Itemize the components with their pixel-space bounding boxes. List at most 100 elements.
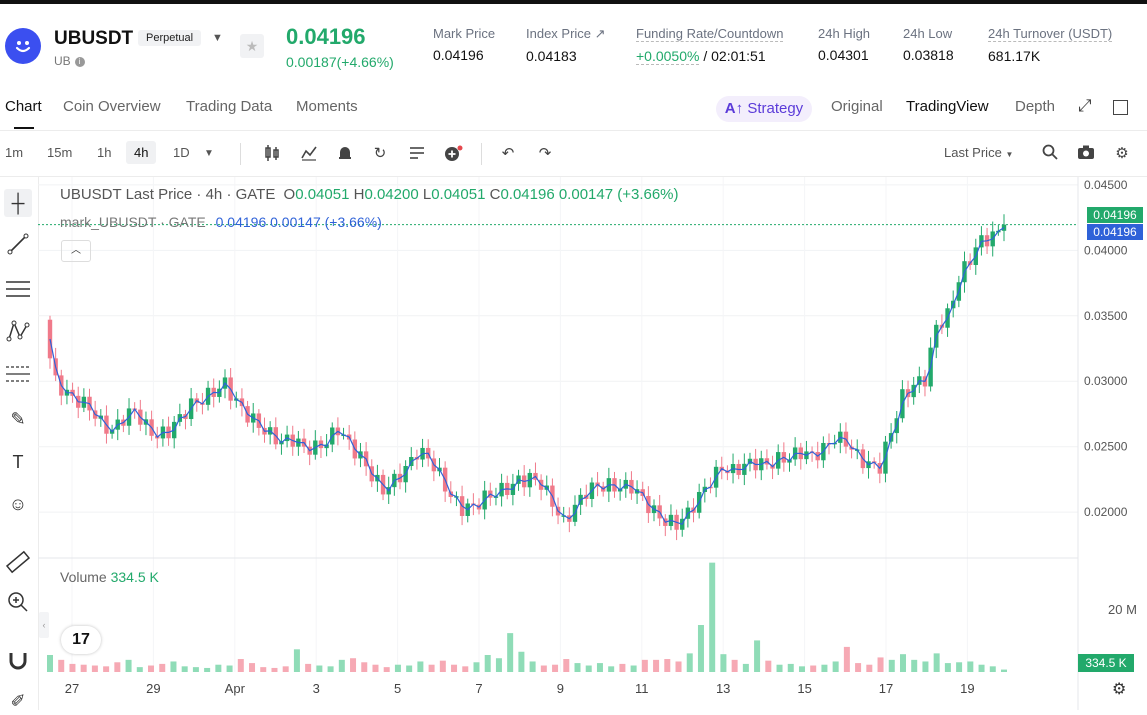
tradingview-logo[interactable]: 17: [61, 626, 101, 654]
volume-bar: [585, 665, 592, 672]
indicators-icon[interactable]: [299, 144, 319, 164]
volume-bar: [529, 661, 536, 672]
volume-bar: [383, 667, 390, 672]
price-chart[interactable]: 0.04500 0.04000 0.03500 0.03000 0.02500 0.020…: [38, 177, 1147, 710]
favorite-star-icon[interactable]: ★: [240, 34, 264, 58]
tab-coin-overview[interactable]: Coin Overview: [63, 98, 161, 115]
volume-bar: [866, 664, 873, 672]
strategy-icon: A↑: [724, 100, 744, 117]
contract-type-badge: Perpetual: [138, 30, 202, 46]
volume-bar: [80, 664, 87, 672]
volume-bar: [664, 659, 671, 672]
axis-settings-icon[interactable]: ⚙: [1112, 679, 1126, 698]
collapse-panel-handle[interactable]: ‹: [39, 612, 49, 638]
chart-tabs: Chart Coin Overview Trading Data Moments…: [0, 84, 1147, 131]
expand-icon[interactable]: ⤢: [1078, 96, 1092, 115]
drawing-toolbar: ┼ ✎ T ☺ ✐: [0, 177, 39, 711]
replay-icon[interactable]: ↻: [373, 145, 387, 162]
camera-icon[interactable]: [1076, 144, 1096, 164]
market-header: UBUSDT Perpetual ▼ UB i ★ 0.04196 0.00187…: [0, 4, 1147, 82]
tab-moments[interactable]: Moments: [296, 98, 358, 115]
y-tick-label: 0.02500: [1084, 440, 1128, 454]
fullscreen-icon[interactable]: [1113, 100, 1128, 115]
templates-icon[interactable]: [407, 144, 427, 164]
pattern-icon[interactable]: [4, 319, 32, 347]
emoji-icon[interactable]: ☺: [8, 494, 28, 514]
y-tick-label: 0.02000: [1084, 505, 1128, 519]
last-price-label: 0.04196: [1087, 206, 1143, 223]
volume-bar: [765, 660, 772, 672]
timeframe-1h[interactable]: 1h: [97, 145, 112, 160]
collapse-legend-button[interactable]: ︿: [61, 240, 91, 262]
volume-bar: [563, 659, 570, 672]
y-tick-label: 0.03000: [1084, 374, 1128, 388]
price-mode-select[interactable]: Last Price ▼: [944, 145, 1013, 160]
x-tick-label: 29: [146, 681, 160, 696]
brush-icon[interactable]: ✎: [10, 409, 26, 429]
volume-bar: [260, 667, 267, 672]
pencil-icon[interactable]: ✐: [10, 691, 26, 711]
crosshair-icon[interactable]: ┼: [4, 189, 32, 217]
fib-retracement-icon[interactable]: [4, 362, 32, 390]
volume-bar: [58, 659, 65, 672]
volume-badge-bg: [1078, 654, 1134, 672]
ruler-icon[interactable]: [4, 549, 32, 577]
volume-bar: [933, 653, 940, 672]
add-plus-icon[interactable]: [443, 144, 463, 164]
volume-bar: [821, 664, 828, 672]
mark-price-line: [49, 227, 1005, 526]
tab-depth[interactable]: Depth: [1015, 98, 1056, 115]
volume-bar: [832, 661, 839, 672]
candle-type-icon[interactable]: [262, 144, 282, 164]
legend-change: 0.00147 (+3.66%): [558, 186, 679, 203]
x-tick-label: 15: [797, 681, 811, 696]
volume-bar: [967, 661, 974, 672]
divider: [481, 143, 482, 165]
timeframe-1d[interactable]: 1D: [173, 145, 190, 160]
stat-index-price[interactable]: Index Price ↗ 0.04183: [526, 26, 606, 64]
volume-legend-value: 334.5 K: [110, 569, 159, 585]
timeframe-4h[interactable]: 4h: [126, 141, 157, 164]
settings-gear-icon[interactable]: ⚙: [1115, 145, 1129, 162]
symbol-name[interactable]: UBUSDT: [54, 28, 134, 49]
tab-trading-data[interactable]: Trading Data: [186, 98, 273, 115]
strategy-button[interactable]: A↑ Strategy: [716, 96, 812, 122]
tab-original[interactable]: Original: [831, 98, 883, 115]
chart-legend-mark: mark_UBUSDT · GATE 0.04196 0.00147 (+3.6…: [60, 214, 382, 230]
search-icon[interactable]: [1040, 144, 1060, 164]
undo-icon[interactable]: ↶: [501, 145, 515, 162]
volume-bar: [282, 666, 289, 672]
stat-value: 0.03818: [903, 47, 954, 63]
volume-bar: [103, 666, 110, 672]
volume-bar: [888, 659, 895, 672]
x-tick-label: 9: [557, 681, 564, 696]
x-tick-label: 3: [313, 681, 320, 696]
x-tick-label: 5: [394, 681, 401, 696]
chevron-down-icon[interactable]: ▼: [204, 148, 214, 159]
volume-bar: [406, 665, 413, 672]
info-icon[interactable]: i: [74, 56, 85, 67]
redo-icon[interactable]: ↷: [538, 145, 552, 162]
volume-bar: [192, 667, 199, 672]
chevron-down-icon[interactable]: ▼: [212, 32, 223, 44]
text-tool-icon[interactable]: T: [12, 452, 24, 472]
horizontal-lines-icon[interactable]: [4, 277, 32, 305]
volume-bar: [641, 659, 648, 672]
timeframe-15m[interactable]: 15m: [47, 145, 73, 160]
tab-tradingview[interactable]: TradingView: [906, 98, 989, 115]
volume-bar: [922, 661, 929, 672]
volume-bar: [709, 562, 716, 672]
volume-bar: [170, 661, 177, 672]
volume-bar: [417, 661, 424, 672]
funding-countdown: / 02:01:51: [703, 48, 766, 64]
timeframe-1m[interactable]: 1m: [5, 145, 24, 160]
candlesticks: [47, 214, 1007, 541]
tab-chart[interactable]: Chart: [5, 98, 42, 115]
magnet-icon[interactable]: [4, 649, 32, 677]
alert-icon[interactable]: [335, 144, 355, 164]
volume-bar: [1001, 669, 1007, 672]
volume-bar: [372, 664, 379, 672]
volume-bar: [810, 665, 817, 672]
trend-line-icon[interactable]: [4, 232, 32, 260]
zoom-in-icon[interactable]: [4, 591, 32, 619]
